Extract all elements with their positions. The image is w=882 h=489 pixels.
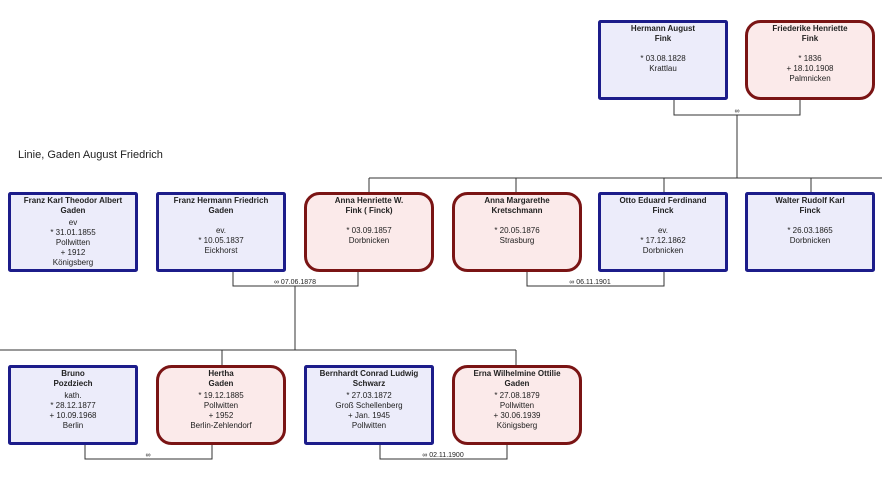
marriage-label: ∞ [735,108,740,115]
person-detail: * 20.05.1876 [494,226,540,235]
person-name: Gaden [505,379,530,388]
person-name: Anna Henriette W. [335,196,403,205]
person-detail: ev [69,218,77,227]
person-detail: * 03.09.1857 [346,226,392,235]
person-name: Otto Eduard Ferdinand [619,196,706,205]
person-detail: + 1952 [209,411,234,420]
person-box [745,192,875,272]
person-name: Pozdziech [53,379,92,388]
person-name: Anna Margarethe [484,196,550,205]
person-box [8,192,138,272]
connector [368,100,882,192]
person-detail: Pollwitten [56,238,90,247]
person-name: Bruno [61,369,85,378]
person-detail: Königsberg [497,421,537,430]
person-detail: * 27.03.1872 [346,391,392,400]
person-detail: + 18.10.1908 [787,64,834,73]
person-detail: kath. [64,391,81,400]
person-name: Erna Wilhelmine Ottilie [473,369,561,378]
person-box [156,192,286,272]
person-detail: Palmnicken [789,74,830,83]
person-detail: ev. [658,226,668,235]
person-detail: Königsberg [53,258,93,267]
person-detail: Pollwitten [500,401,534,410]
person-detail: * 31.01.1855 [50,228,96,237]
person-detail: + Jan. 1945 [348,411,391,420]
person-name: Walter Rudolf Karl [775,196,844,205]
connector [84,445,508,460]
person-name: Hertha [208,369,234,378]
heading: Linie, Gaden August Friedrich [18,149,163,161]
person-detail: * 26.03.1865 [787,226,833,235]
marriage-label: ∞ 07.06.1878 [274,279,316,286]
person-detail: Dorbnicken [790,236,830,245]
person-detail: Berlin [63,421,83,430]
person-detail: + 10.09.1968 [50,411,97,420]
marriage-label: ∞ 02.11.1900 [422,452,464,459]
person-box [304,365,434,445]
person-detail: Dorbnicken [349,236,389,245]
person-name: Finck [653,206,674,215]
connector [526,272,665,287]
person-detail: Groß Schellenberg [335,401,402,410]
person-detail: Dorbnicken [643,246,683,255]
person-name: Gaden [209,206,234,215]
person-box [452,192,582,272]
person-box [598,192,728,272]
person-name: Fink ( Finck) [345,206,392,215]
person-box [8,365,138,445]
person-detail: Eickhorst [205,246,239,255]
person-name: Finck [800,206,821,215]
person-box [452,365,582,445]
person-name: Friederike Henriette [772,24,848,33]
person-detail: Pollwitten [204,401,238,410]
person-name: Gaden [209,379,234,388]
person-box [745,20,875,100]
connector [0,272,517,365]
person-name: Fink [802,34,819,43]
person-detail: Krattlau [649,64,677,73]
person-detail: ev. [216,226,226,235]
person-box [304,192,434,272]
person-detail: Pollwitten [352,421,386,430]
person-box [598,20,728,100]
marriage-label: ∞ 06.11.1901 [569,279,611,286]
person-detail: * 03.08.1828 [640,54,686,63]
person-name: Gaden [61,206,86,215]
person-box [156,365,286,445]
person-detail: * 17.12.1862 [640,236,686,245]
person-detail: Strasburg [500,236,535,245]
person-detail: * 19.12.1885 [198,391,244,400]
person-name: Franz Karl Theodor Albert [24,196,123,205]
person-detail: * 1836 [798,54,822,63]
person-detail: * 10.05.1837 [198,236,244,245]
person-name: Schwarz [353,379,385,388]
person-detail: * 27.08.1879 [494,391,540,400]
person-detail: Berlin-Zehlendorf [190,421,252,430]
person-detail: * 28.12.1877 [50,401,96,410]
person-detail: + 30.06.1939 [494,411,541,420]
person-detail: + 1912 [61,248,86,257]
person-name: Fink [655,34,672,43]
person-name: Kretschmann [491,206,542,215]
marriage-label: ∞ [146,452,151,459]
person-name: Hermann August [631,24,695,33]
person-name: Bernhardt Conrad Ludwig [320,369,419,378]
person-name: Franz Hermann Friedrich [174,196,269,205]
connectors [0,100,882,460]
